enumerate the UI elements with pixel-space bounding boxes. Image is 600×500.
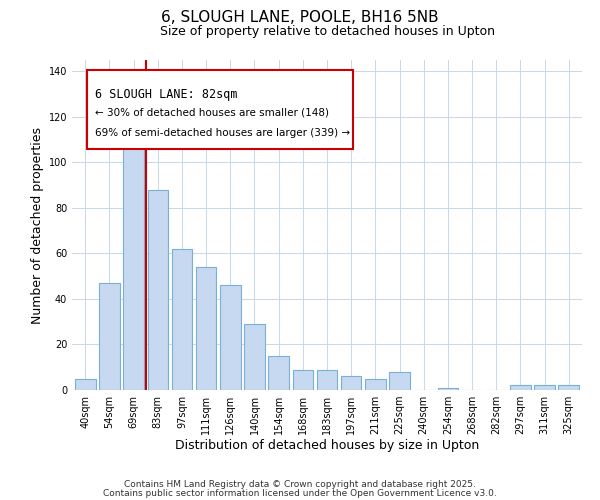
- Y-axis label: Number of detached properties: Number of detached properties: [31, 126, 44, 324]
- Text: 69% of semi-detached houses are larger (339) →: 69% of semi-detached houses are larger (…: [95, 128, 350, 138]
- Text: ← 30% of detached houses are smaller (148): ← 30% of detached houses are smaller (14…: [95, 108, 329, 118]
- Bar: [510, 386, 530, 390]
- Bar: [99, 283, 120, 390]
- Bar: [268, 356, 289, 390]
- Title: Size of property relative to detached houses in Upton: Size of property relative to detached ho…: [160, 25, 494, 38]
- Bar: [124, 142, 144, 390]
- Bar: [437, 388, 458, 390]
- Bar: [196, 267, 217, 390]
- Bar: [148, 190, 168, 390]
- Bar: [75, 378, 95, 390]
- Text: Contains HM Land Registry data © Crown copyright and database right 2025.: Contains HM Land Registry data © Crown c…: [124, 480, 476, 489]
- Text: Contains public sector information licensed under the Open Government Licence v3: Contains public sector information licen…: [103, 489, 497, 498]
- Bar: [534, 386, 555, 390]
- Text: 6 SLOUGH LANE: 82sqm: 6 SLOUGH LANE: 82sqm: [95, 88, 238, 101]
- FancyBboxPatch shape: [88, 70, 353, 149]
- Bar: [220, 286, 241, 390]
- Bar: [244, 324, 265, 390]
- Bar: [559, 386, 579, 390]
- Bar: [172, 249, 192, 390]
- Bar: [365, 378, 386, 390]
- Bar: [317, 370, 337, 390]
- Bar: [389, 372, 410, 390]
- X-axis label: Distribution of detached houses by size in Upton: Distribution of detached houses by size …: [175, 438, 479, 452]
- Bar: [341, 376, 361, 390]
- Bar: [293, 370, 313, 390]
- Text: 6, SLOUGH LANE, POOLE, BH16 5NB: 6, SLOUGH LANE, POOLE, BH16 5NB: [161, 10, 439, 25]
